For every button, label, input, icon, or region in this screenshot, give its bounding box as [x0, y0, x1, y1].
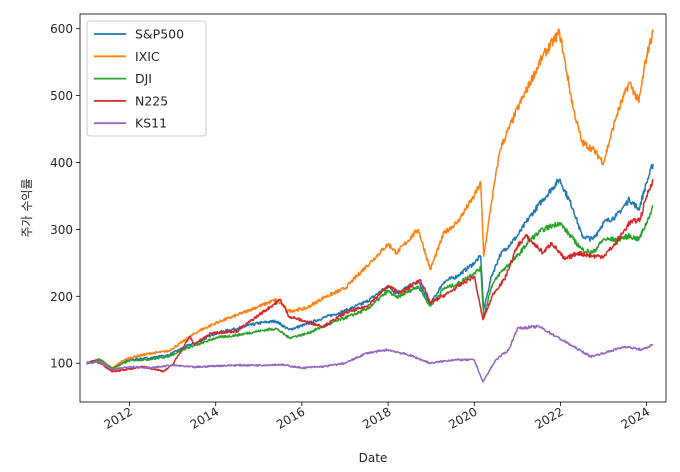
x-axis-label: Date [359, 451, 388, 465]
y-axis-label: 주가 수익률 [20, 178, 34, 237]
x-tick-label: 2024 [619, 404, 652, 431]
y-axis-ticks: 100 200 300 400 500 600 [50, 22, 80, 371]
x-tick-label: 2012 [102, 404, 135, 431]
legend-entry-label: S&P500 [135, 27, 184, 42]
y-tick-label: 500 [50, 89, 73, 103]
y-tick-label: 400 [50, 156, 73, 170]
legend-entry-label: IXIC [135, 49, 160, 64]
series-line-0 [85, 163, 654, 370]
x-tick-label: 2016 [274, 404, 307, 431]
y-tick-label: 600 [50, 22, 73, 36]
y-tick-label: 200 [50, 290, 73, 304]
series-line-3 [86, 178, 654, 373]
series-line-1 [86, 28, 654, 370]
y-tick-label: 300 [50, 223, 73, 237]
legend-entry-label: N225 [135, 93, 168, 108]
y-tick-label: 100 [50, 357, 73, 371]
x-tick-label: 2018 [360, 404, 393, 431]
legend: S&P500 IXIC DJI N225 KS11 [86, 20, 207, 137]
legend-entry-label: DJI [135, 71, 152, 86]
legend-frame [86, 20, 207, 137]
x-tick-label: 2022 [532, 404, 565, 431]
x-axis-ticks: 2012 2014 2016 2018 2020 2022 2024 [102, 402, 652, 432]
x-tick-label: 2014 [188, 404, 221, 431]
plot-area-frame [79, 13, 667, 403]
series-layer [85, 28, 654, 383]
x-tick-label: 2020 [446, 404, 479, 431]
series-line-4 [86, 324, 654, 383]
legend-entry-label: KS11 [135, 116, 167, 131]
